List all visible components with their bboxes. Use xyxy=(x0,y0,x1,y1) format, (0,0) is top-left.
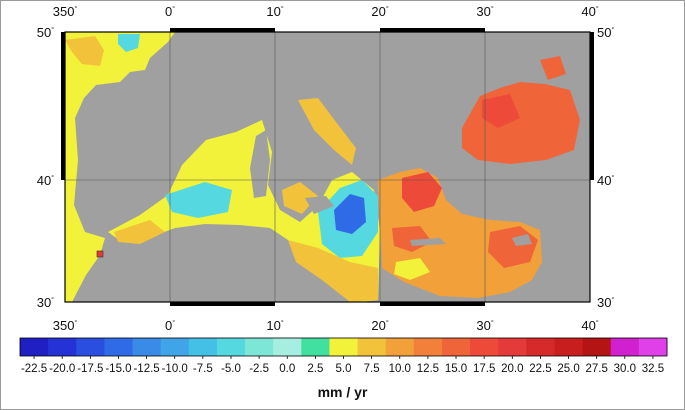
black-sea-dark-patch xyxy=(482,94,520,128)
colorbar-tick-label: 25.0 xyxy=(557,363,579,375)
colorbar-tick-label: 0.0 xyxy=(279,363,295,375)
colorbar-swatch xyxy=(470,338,499,356)
colorbar-tick-label: 12.5 xyxy=(417,363,439,375)
corsica-sardinia-island xyxy=(250,130,270,198)
bay-of-biscay-teal xyxy=(118,34,140,52)
colorbar-swatch xyxy=(188,338,218,356)
colorbar-tick-label: 2.5 xyxy=(307,363,323,375)
colorbar-swatch xyxy=(329,338,359,356)
colorbar-tick-label: 20.0 xyxy=(501,363,523,375)
colorbar-tick-label: 5.0 xyxy=(336,363,352,375)
colorbar-tick-label: 17.5 xyxy=(473,363,495,375)
alboran-orange-patch xyxy=(114,220,165,244)
colorbar-swatch xyxy=(441,338,471,356)
lat-tick-label-left: 40° xyxy=(37,173,54,188)
colorbar-swatch xyxy=(498,338,527,356)
lon-tick-label-top: 350° xyxy=(53,4,78,19)
colorbar-swatch xyxy=(526,338,555,356)
colorbar-tick-label: 10.0 xyxy=(389,363,411,375)
colorbar-tick-label: 27.5 xyxy=(585,363,607,375)
lon-tick-label-top: 30° xyxy=(476,4,493,19)
lon-tick-label-top: 0° xyxy=(165,4,175,19)
lat-tick-label-right: 40° xyxy=(597,173,614,188)
lon-tick-label-bottom: 0° xyxy=(165,318,175,333)
colorbar-tick-label: -2.5 xyxy=(249,363,269,375)
lon-tick-label-top: 40° xyxy=(581,4,598,19)
colorbar-swatch xyxy=(48,338,77,356)
libyan-orange-region xyxy=(288,240,378,302)
aegean-red-patch xyxy=(402,172,442,212)
colorbar-tick-label: -20.0 xyxy=(49,363,75,375)
lon-tick-label-top: 20° xyxy=(371,4,388,19)
colorbar-swatch xyxy=(76,338,105,356)
colorbar-tick-label: 30.0 xyxy=(614,363,636,375)
tick-labels: 350° 350° 0° 0° 10° 10° 20° 20° 30° 30° 40° 40° 50° 5… xyxy=(37,4,615,333)
crete-island xyxy=(410,238,446,246)
colorbar: -22.5 -20.0 -17.5 -15.0 -12.5 -10.0 -7.5 -5.0 -2… xyxy=(19,337,668,375)
colorbar-swatch xyxy=(216,338,246,356)
unit-label: mm / yr xyxy=(317,384,368,400)
colorbar-swatch xyxy=(160,338,190,356)
sicily-island xyxy=(305,196,334,214)
map-border xyxy=(61,28,594,306)
colorbar-swatch xyxy=(610,338,640,356)
lon-tick-label-bottom: 10° xyxy=(266,318,283,333)
adriatic-sea-region xyxy=(298,98,356,165)
map-panel xyxy=(65,32,590,302)
lon-tick-label-bottom: 350° xyxy=(53,318,78,333)
lat-tick-label-left: 50° xyxy=(37,25,54,40)
colorbar-swatch xyxy=(301,338,330,356)
colorbar-swatch xyxy=(413,338,443,356)
colorbar-swatch xyxy=(20,338,49,356)
lat-tick-label-right: 50° xyxy=(597,25,614,40)
atlantic-sea-region xyxy=(65,32,175,302)
balearic-teal-patch xyxy=(165,182,232,218)
colorbar-swatch xyxy=(357,338,387,356)
lon-tick-label-bottom: 40° xyxy=(581,318,598,333)
colorbar-swatch xyxy=(582,338,612,356)
lon-tick-label-bottom: 30° xyxy=(476,318,493,333)
southern-yellow-patch xyxy=(394,258,430,280)
colorbar-tick-label: -15.0 xyxy=(105,363,131,375)
colorbar-swatch xyxy=(554,338,584,356)
crete-south-red-patch xyxy=(392,226,432,252)
colorbar-tick-label: -5.0 xyxy=(221,363,241,375)
colorbar-tick-label: -12.5 xyxy=(133,363,159,375)
colorbar-swatch xyxy=(638,338,668,356)
colorbar-tick-label: 15.0 xyxy=(445,363,467,375)
colorbar-swatch xyxy=(132,338,162,356)
colorbar-tick-label: 32.5 xyxy=(642,363,664,375)
colorbar-tick-label: -10.0 xyxy=(162,363,188,375)
cyprus-island xyxy=(512,234,532,246)
colorbar-tick-label: -17.5 xyxy=(77,363,103,375)
graticule xyxy=(65,32,590,302)
ionian-blue-core xyxy=(334,194,366,234)
tyrrhenian-orange-patch xyxy=(282,182,318,214)
colorbar-tick-label: 7.5 xyxy=(364,363,380,375)
lon-tick-label-bottom: 20° xyxy=(371,318,388,333)
lon-tick-label-top: 10° xyxy=(266,4,283,19)
colorbar-swatch xyxy=(385,338,415,356)
colorbar-swatch xyxy=(104,338,134,356)
lampedusa-marker xyxy=(96,250,104,258)
colorbar-swatch xyxy=(273,338,302,356)
colorbar-tick-label: -22.5 xyxy=(21,363,47,375)
colorbar-tick-label: 22.5 xyxy=(529,363,551,375)
sea-of-azov xyxy=(540,56,566,80)
colorbar-swatch xyxy=(245,338,274,356)
colorbar-tick-label: -7.5 xyxy=(193,363,213,375)
atlantic-orange-patch xyxy=(65,36,104,66)
lat-tick-label-right: 30° xyxy=(597,295,614,310)
lat-tick-label-left: 30° xyxy=(37,295,54,310)
